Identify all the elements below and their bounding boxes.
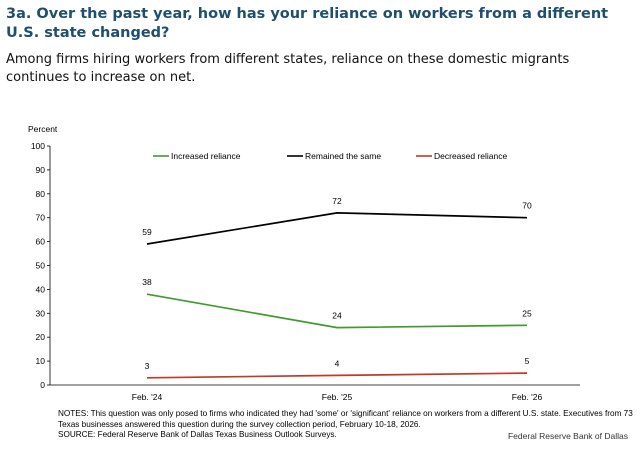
y-tick-label: 40 (36, 284, 46, 294)
series-line (146, 212, 528, 245)
data-label: 24 (332, 311, 342, 321)
line-chart: Percent 0 10 20 30 40 50 60 70 80 90 100 Feb. '24 Fe… (28, 124, 580, 402)
x-tick-label: Feb. '26 (512, 392, 543, 402)
chart-axes: 0 10 20 30 40 50 60 70 80 90 100 Feb. '24 Feb. '25 Fe… (31, 141, 580, 402)
y-tick-label: 60 (36, 237, 46, 247)
data-label: 5 (525, 356, 530, 366)
data-label: 59 (142, 227, 152, 237)
y-tick-label: 100 (31, 141, 45, 151)
y-tick-label: 20 (36, 332, 46, 342)
y-tick-label: 80 (36, 189, 46, 199)
legend-label: Increased reliance (171, 151, 241, 161)
y-tick-label: 10 (36, 356, 46, 366)
data-label: 25 (522, 308, 532, 318)
data-label: 3 (145, 361, 150, 371)
x-tick-label: Feb. '25 (322, 392, 353, 402)
series-line (146, 372, 528, 379)
chart-title: 3a. Over the past year, how has your rel… (6, 6, 609, 41)
y-tick-label: 50 (36, 261, 46, 271)
notes-text: NOTES: This question was only posed to f… (58, 409, 633, 429)
chart-legend: Increased reliance Remained the same Decre… (153, 151, 508, 161)
y-tick-label: 0 (40, 380, 45, 390)
data-label: 38 (142, 277, 152, 287)
x-tick-label: Feb. '24 (132, 392, 163, 402)
y-axis-label: Percent (28, 124, 58, 134)
data-label: 4 (335, 358, 340, 368)
legend-label: Decreased reliance (434, 151, 508, 161)
series-line (146, 293, 528, 329)
y-tick-label: 70 (36, 213, 46, 223)
y-tick-label: 90 (36, 165, 46, 175)
chart-subtitle: Among firms hiring workers from differen… (6, 52, 570, 85)
data-label: 72 (332, 196, 342, 206)
source-text: SOURCE: Federal Reserve Bank of Dallas T… (58, 430, 337, 439)
chart-data-labels: 38 24 25 59 72 70 3 4 5 (142, 196, 532, 371)
credit-text: Federal Reserve Bank of Dallas (507, 431, 628, 441)
legend-label: Remained the same (305, 151, 381, 161)
chart-series (146, 212, 528, 379)
y-tick-label: 30 (36, 308, 46, 318)
chart-notes: NOTES: This question was only posed to f… (58, 409, 633, 441)
data-label: 70 (522, 201, 532, 211)
